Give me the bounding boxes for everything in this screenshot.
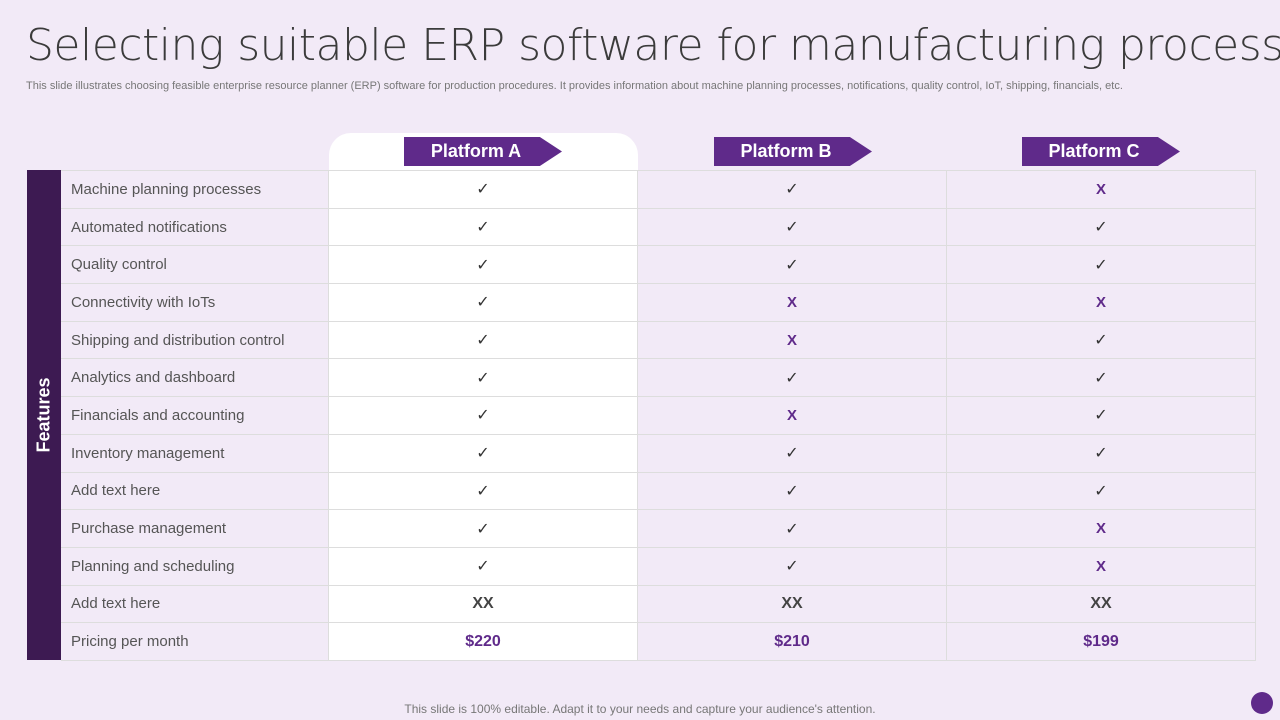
table-row: Shipping and distribution control ✓ X ✓ xyxy=(61,321,1256,360)
feature-label: Planning and scheduling xyxy=(61,547,329,585)
platform-b-header: Platform B xyxy=(714,137,872,166)
price-value: $220 xyxy=(329,623,638,660)
check-icon: ✓ xyxy=(947,397,1256,434)
cross-icon: X xyxy=(947,284,1256,321)
table-row: Analytics and dashboard ✓ ✓ ✓ xyxy=(61,359,1256,398)
features-bar: Features xyxy=(27,170,61,660)
table-row: Machine planning processes ✓ ✓ X xyxy=(61,171,1256,209)
cross-icon: X xyxy=(638,284,947,321)
check-icon: ✓ xyxy=(329,397,638,434)
price-value: $199 xyxy=(947,623,1256,660)
check-icon: ✓ xyxy=(638,547,947,585)
check-icon: ✓ xyxy=(329,434,638,472)
check-icon: ✓ xyxy=(638,208,947,246)
cross-icon: X xyxy=(947,510,1256,547)
platform-c-header: Platform C xyxy=(1022,137,1180,166)
check-icon: ✓ xyxy=(329,547,638,585)
check-icon: ✓ xyxy=(329,208,638,246)
feature-label: Automated notifications xyxy=(61,208,329,246)
table-row: Financials and accounting ✓ X ✓ xyxy=(61,397,1256,435)
feature-label: Quality control xyxy=(61,246,329,284)
feature-label: Inventory management xyxy=(61,434,329,472)
footer-note: This slide is 100% editable. Adapt it to… xyxy=(404,702,876,716)
placeholder-value: XX xyxy=(329,585,638,623)
table-row: Quality control ✓ ✓ ✓ xyxy=(61,246,1256,285)
check-icon: ✓ xyxy=(329,284,638,321)
placeholder-value: XX xyxy=(947,585,1256,623)
page-title: Selecting suitable ERP software for manu… xyxy=(26,20,1280,71)
check-icon: ✓ xyxy=(638,472,947,510)
feature-label: Add text here xyxy=(61,472,329,510)
check-icon: ✓ xyxy=(947,434,1256,472)
check-icon: ✓ xyxy=(329,171,638,208)
feature-label: Financials and accounting xyxy=(61,397,329,434)
table-row: Connectivity with IoTs ✓ X X xyxy=(61,284,1256,322)
check-icon: ✓ xyxy=(638,510,947,547)
table-row: Planning and scheduling ✓ ✓ X xyxy=(61,547,1256,586)
price-value: $210 xyxy=(638,623,947,660)
check-icon: ✓ xyxy=(638,434,947,472)
features-label: Features xyxy=(33,377,54,453)
cross-icon: X xyxy=(947,547,1256,585)
table-row: Add text here XX XX XX xyxy=(61,585,1256,624)
comparison-table: Machine planning processes ✓ ✓ X Automated n… xyxy=(61,170,1256,661)
check-icon: ✓ xyxy=(947,359,1256,397)
feature-label: Analytics and dashboard xyxy=(61,359,329,397)
table-row: Purchase management ✓ ✓ X xyxy=(61,510,1256,548)
placeholder-value: XX xyxy=(638,585,947,623)
feature-label: Machine planning processes xyxy=(61,171,329,208)
check-icon: ✓ xyxy=(638,171,947,208)
cross-icon: X xyxy=(638,397,947,434)
platform-a-header: Platform A xyxy=(404,137,562,166)
feature-label: Purchase management xyxy=(61,510,329,547)
page-subtitle: This slide illustrates choosing feasible… xyxy=(26,80,1123,92)
check-icon: ✓ xyxy=(947,246,1256,284)
check-icon: ✓ xyxy=(329,510,638,547)
table-row: Inventory management ✓ ✓ ✓ xyxy=(61,434,1256,473)
check-icon: ✓ xyxy=(329,246,638,284)
table-row: Pricing per month $220 $210 $199 xyxy=(61,623,1256,661)
cross-icon: X xyxy=(638,321,947,359)
check-icon: ✓ xyxy=(638,246,947,284)
check-icon: ✓ xyxy=(329,359,638,397)
table-row: Add text here ✓ ✓ ✓ xyxy=(61,472,1256,511)
check-icon: ✓ xyxy=(947,472,1256,510)
feature-label: Shipping and distribution control xyxy=(61,321,329,359)
check-icon: ✓ xyxy=(329,472,638,510)
check-icon: ✓ xyxy=(947,321,1256,359)
feature-label: Add text here xyxy=(61,585,329,623)
check-icon: ✓ xyxy=(329,321,638,359)
feature-label: Pricing per month xyxy=(61,623,329,660)
cross-icon: X xyxy=(947,171,1256,208)
check-icon: ✓ xyxy=(638,359,947,397)
table-row: Automated notifications ✓ ✓ ✓ xyxy=(61,208,1256,247)
check-icon: ✓ xyxy=(947,208,1256,246)
slide-indicator-dot xyxy=(1251,692,1273,714)
feature-label: Connectivity with IoTs xyxy=(61,284,329,321)
